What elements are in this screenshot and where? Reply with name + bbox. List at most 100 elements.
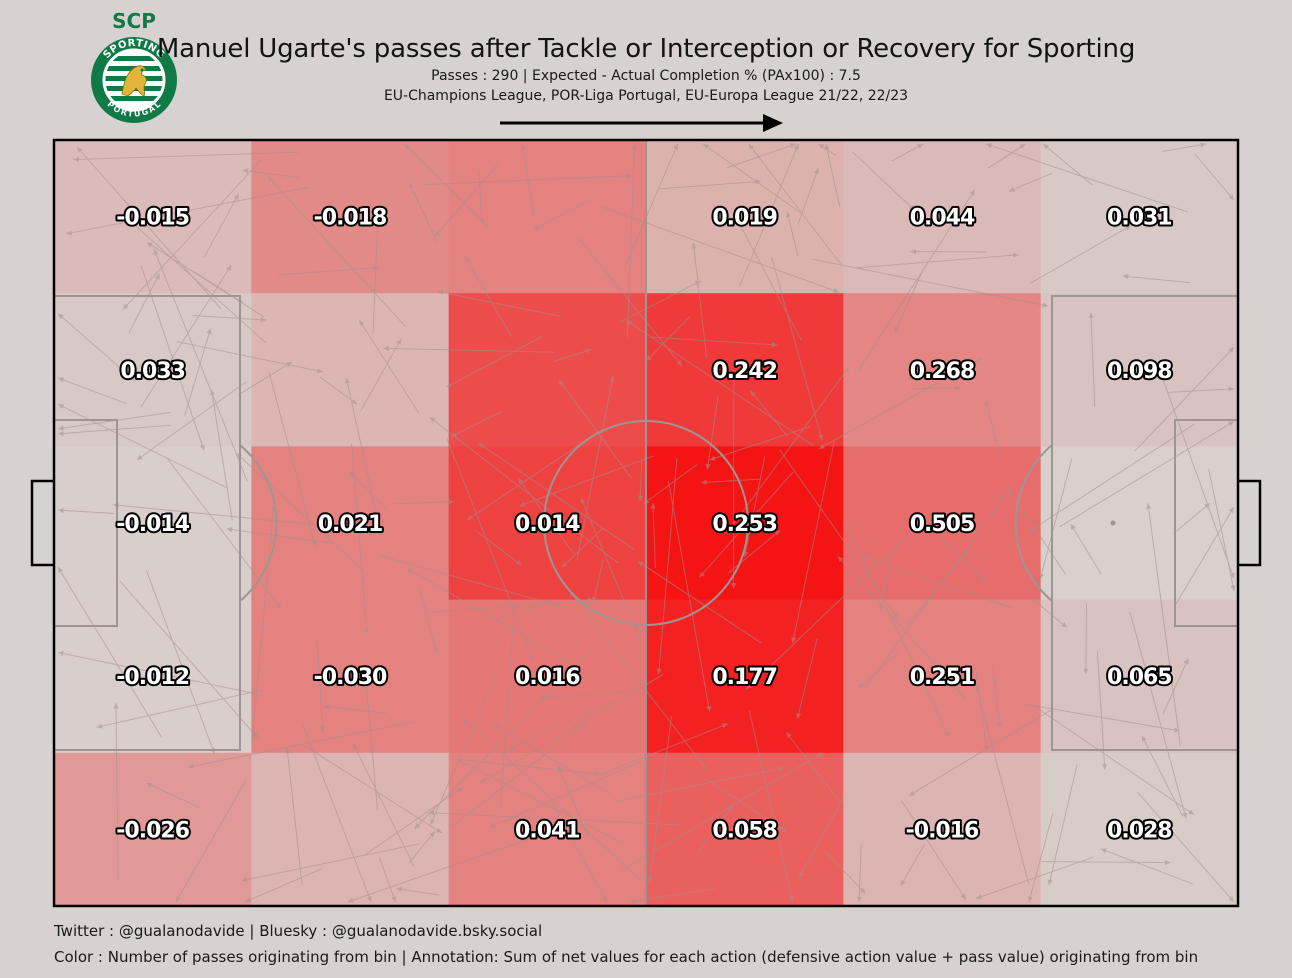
pass-arrow	[812, 258, 1049, 307]
pass-arrowhead	[366, 896, 372, 902]
pass-arrow	[1147, 503, 1181, 746]
cell-value-r4-c3: 0.058	[712, 818, 777, 843]
pass-arrowhead	[519, 501, 526, 507]
pass-arrow	[844, 521, 951, 738]
pass-arrowhead	[730, 583, 737, 589]
pass-arrow	[372, 212, 379, 334]
pass-arrowhead	[362, 666, 368, 673]
heat-cell-r4-c1	[251, 752, 450, 907]
pass-arrow	[908, 709, 1051, 797]
pass-arrowhead	[529, 655, 535, 662]
pass-arrow	[1039, 458, 1073, 580]
heat-cell-r2-c1	[251, 446, 450, 601]
pass-arrowhead	[1200, 142, 1207, 148]
pass-arrow	[558, 379, 633, 480]
pass-arrow	[652, 502, 656, 569]
cell-value-r4-c0: -0.026	[116, 818, 189, 843]
heat-cell-r1-c0	[54, 293, 252, 447]
pass-arrowhead	[96, 723, 103, 729]
pass-arrow	[748, 143, 842, 266]
pass-arrowhead	[113, 702, 119, 709]
pass-arrow	[533, 199, 589, 231]
pass-arrowhead	[58, 650, 64, 656]
pass-arrowhead	[520, 144, 527, 150]
footer-credits: Twitter : @gualanodavide | Bluesky : @gu…	[54, 922, 543, 940]
cell-value-r2-c0: -0.014	[116, 512, 189, 537]
pass-arrowhead	[428, 810, 435, 816]
pass-arrow	[552, 349, 592, 363]
pass-arrowhead	[750, 390, 756, 397]
pass-arrow	[852, 151, 915, 211]
heat-cell-r3-c2	[448, 599, 647, 754]
pass-arrow	[302, 724, 372, 903]
pass-arrowhead	[404, 144, 411, 150]
pass-arrow	[57, 377, 128, 405]
pass-arrowhead	[267, 176, 274, 183]
pass-arrow	[880, 549, 893, 611]
pass-arrow	[251, 505, 275, 742]
pass-arrowhead	[533, 224, 540, 230]
pass-arrow	[1168, 388, 1235, 393]
pass-arrow	[316, 640, 324, 732]
pass-arrow	[175, 780, 247, 903]
pass-arrowhead	[818, 144, 825, 150]
pass-arrow	[1172, 502, 1211, 535]
pass-arrowhead	[396, 338, 402, 345]
pass-arrow	[450, 721, 588, 828]
pass-arrowhead	[146, 782, 153, 788]
pass-arrowhead	[755, 179, 761, 185]
pass-arrow	[76, 146, 222, 309]
pass-arrow	[987, 143, 1026, 169]
cell-value-r4-c4: -0.016	[906, 818, 979, 843]
pass-arrowhead	[448, 499, 455, 505]
pass-arrow	[345, 377, 383, 540]
pass-arrowhead	[58, 507, 64, 514]
pass-arrowhead	[1230, 585, 1236, 591]
pass-arrow	[1129, 611, 1187, 819]
pass-arrow	[1048, 764, 1078, 886]
pass-arrowhead	[1001, 493, 1007, 500]
pass-arrow	[244, 868, 323, 903]
pass-arrowhead	[601, 896, 607, 902]
pass-arrowhead	[58, 425, 64, 431]
pass-arrowhead	[1228, 421, 1234, 427]
pass-arrow	[629, 888, 716, 903]
sporting-logo: SCP SPORTING PORTUGAL	[91, 9, 177, 123]
pass-arrow	[599, 205, 840, 293]
pass-arrowhead	[435, 827, 442, 834]
pass-arrowhead	[862, 555, 869, 561]
pass-arrowhead	[1009, 186, 1016, 192]
cell-value-r3-c0: -0.012	[116, 665, 189, 690]
left-goal	[30, 479, 54, 567]
pass-arrow	[1028, 812, 1054, 903]
pass-arrowhead	[791, 637, 797, 643]
pass-arrowhead	[153, 249, 159, 256]
pass-arrowhead	[58, 430, 64, 437]
pass-arrowhead	[1043, 144, 1050, 150]
pass-arrow	[824, 850, 867, 895]
pass-arrow	[643, 464, 698, 505]
heat-cell-r4-c2	[448, 752, 647, 907]
pass-arrowhead	[799, 871, 804, 878]
pass-arrowhead	[647, 876, 653, 883]
pass-arrowhead	[1061, 621, 1067, 628]
pass-arrow	[637, 560, 762, 644]
pass-arrow	[267, 176, 406, 327]
pass-arrowhead	[1142, 735, 1147, 742]
pass-arrow	[446, 437, 535, 662]
pass-arrow	[450, 410, 503, 438]
pass-arrow	[119, 580, 259, 739]
pass-arrowhead	[58, 313, 64, 320]
pass-arrowhead	[319, 726, 326, 732]
heat-cell-r3-c4	[843, 599, 1042, 754]
pass-arrowhead	[561, 561, 568, 568]
pass-arrowhead	[511, 602, 517, 609]
pass-arrowhead	[432, 647, 438, 654]
pitch-boundary	[52, 138, 1240, 908]
pass-arrow	[749, 390, 789, 437]
cell-value-r3-c3: 0.177	[712, 665, 777, 690]
pass-arrow	[145, 570, 215, 754]
pass-arrowhead	[464, 256, 470, 263]
pass-arrow	[855, 254, 1019, 269]
pass-arrow	[153, 249, 248, 482]
